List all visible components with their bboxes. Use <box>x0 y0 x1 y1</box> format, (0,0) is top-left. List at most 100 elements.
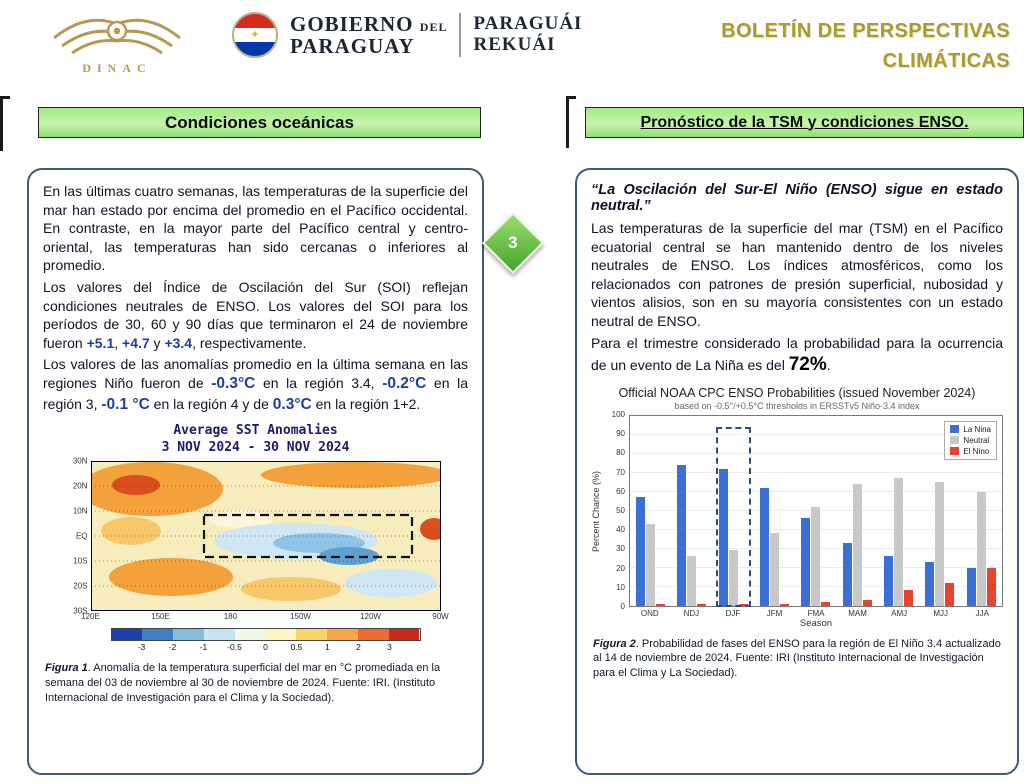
bulletin-title-line2: CLIMÁTICAS <box>882 50 1010 72</box>
text-segment: Los valores del Índice de Oscilación del… <box>43 279 468 351</box>
text-segment: , respectivamente. <box>192 334 307 351</box>
enso-quote: “La Oscilación del Sur-El Niño (ENSO) si… <box>591 182 1003 214</box>
legend-swatch-icon <box>950 447 960 456</box>
page-number-badge: 3 <box>481 211 545 275</box>
text-segment: . <box>826 357 831 374</box>
bar-neutral-mam <box>852 483 862 606</box>
text-segment: Los valores de las anomalías promedio en… <box>43 356 468 392</box>
bar-la-nina-fma <box>801 518 811 606</box>
colorbar-tick-label: -1 <box>199 641 208 652</box>
bar-la-nina-mam <box>842 542 852 606</box>
ocean-conditions-header: Condiciones oceánicas <box>38 107 481 138</box>
map-lon-axis: 120E 150E 180 150W 120W 90W <box>81 611 449 623</box>
ocean-paragraph-1: En las últimas cuatro semanas, las tempe… <box>43 183 468 274</box>
gridline <box>630 490 1002 492</box>
colorbar-tick-label: -3 <box>137 641 146 652</box>
y-tick-label: 50 <box>616 506 625 516</box>
map-lat-label: 10S <box>73 556 88 566</box>
bar-group-jja <box>961 416 1002 606</box>
legend-label: La Nina <box>963 424 991 434</box>
map-lon-label: 90W <box>432 611 449 621</box>
bar-la-nina-mjj <box>925 561 935 606</box>
legend-swatch-icon <box>950 436 960 445</box>
y-axis-ticks: 0 10 20 30 40 50 60 70 80 90 100 <box>605 410 629 611</box>
colorbar-tick-label: 1 <box>325 641 330 652</box>
bar-group-amj <box>878 416 919 606</box>
ocean-paragraph-3: Los valores de las anomalías promedio en… <box>43 355 468 415</box>
bar-la-nina-jfm <box>760 487 770 606</box>
colorbar-segment <box>173 628 204 640</box>
text-segment: y <box>149 334 165 351</box>
enso-paragraph-2: Para el trimestre considerado la probabi… <box>591 334 1003 378</box>
ocean-conditions-panel: En las últimas cuatro semanas, las tempe… <box>27 168 484 775</box>
map-lat-label: EQ <box>75 531 88 541</box>
y-tick-label: 0 <box>620 602 625 612</box>
map-lat-label: 30S <box>73 606 88 616</box>
x-tick-label: NDJ <box>683 608 700 618</box>
gridline <box>630 433 1002 435</box>
nino-region-box <box>202 513 413 558</box>
y-tick-label: 100 <box>611 410 625 420</box>
map-title-line2: 3 NOV 2024 - 30 NOV 2024 <box>161 439 350 455</box>
enso-paragraph-1: Las temperaturas de la superficie del ma… <box>591 220 1003 330</box>
map-lon-label: 180 <box>223 611 238 621</box>
decorative-bracket-left <box>0 96 10 151</box>
bar-neutral-mjj <box>935 482 945 606</box>
colorbar-segment <box>203 628 235 640</box>
x-tick-label: AMJ <box>891 608 908 618</box>
map-lon-label: 120E <box>81 611 100 621</box>
colorbar-tick-label: 0 <box>263 641 268 652</box>
map-lon-label: 150E <box>151 611 170 621</box>
figure-1-caption: Figura 1. Anomalía de la temperatura sup… <box>45 661 466 706</box>
gov-gobierno-label: GOBIERNO <box>290 11 414 36</box>
colorbar-segment <box>234 628 266 640</box>
x-tick-label: JFM <box>766 608 783 618</box>
figure-2-caption-text: . Probabilidad de fases del ENSO para la… <box>593 637 1001 680</box>
colorbar-segment <box>357 628 389 640</box>
map-colorbar-ticks: -3 -2 -1 -0.5 0 0.5 1 2 3 <box>111 641 421 653</box>
bar-group-mam <box>837 416 878 606</box>
gridline <box>630 471 1002 473</box>
bar-la-nina-djf <box>718 468 728 606</box>
bar-la-nina-ond <box>636 497 646 606</box>
colorbar-tick-label: 0.5 <box>290 641 303 652</box>
bar-el-nino-ond <box>656 603 666 606</box>
map-lon-label: 150W <box>290 611 311 621</box>
colorbar-segment <box>327 628 358 640</box>
y-tick-label: 90 <box>616 429 625 439</box>
dinac-wings-icon <box>53 18 181 55</box>
figure-1-label: Figura 1 <box>45 661 88 674</box>
colorbar-tick-label: 3 <box>387 641 392 652</box>
gov-paraguai-label: PARAGUÁI <box>473 13 583 35</box>
paraguay-flag-icon: ✦ <box>232 12 278 58</box>
y-tick-label: 10 <box>616 582 625 592</box>
bar-group-ndj <box>671 416 712 606</box>
tsm-forecast-header: Pronóstico de la TSM y condiciones ENSO. <box>585 107 1024 138</box>
sst-anomaly-map <box>90 460 441 611</box>
legend-swatch-icon <box>950 425 960 434</box>
figure-1: Average SST Anomalies 3 NOV 2024 - 30 NO… <box>65 423 449 653</box>
colorbar-segment <box>111 628 143 640</box>
figure-2-label: Figura 2 <box>593 637 636 650</box>
colorbar-tick-label: -2 <box>168 641 177 652</box>
y-tick-label: 40 <box>616 525 625 535</box>
gov-rekuai-label: REKUÁI <box>473 34 556 55</box>
bar-el-nino-ndj <box>697 603 707 606</box>
page-number: 3 <box>508 233 518 252</box>
bar-la-nina-amj <box>884 556 894 606</box>
text-segment: en la región 4 y de <box>149 395 273 412</box>
text-segment: , <box>114 334 123 351</box>
government-wordmark: GOBIERNO DEL PARAGUAY PARAGUÁI REKUÁI <box>290 13 582 57</box>
legend-item: La Nina <box>950 425 991 434</box>
colorbar-segment <box>388 628 420 640</box>
bar-la-nina-ndj <box>677 464 687 606</box>
anomaly-region-3: -0.2°C <box>382 375 427 393</box>
legend-label: Neutral <box>963 435 990 445</box>
gridline <box>630 452 1002 454</box>
soi-value-30d: +5.1 <box>86 334 115 351</box>
anomaly-region-3-4: -0.3°C <box>211 375 256 393</box>
dinac-label: DINAC <box>82 61 152 75</box>
tsm-forecast-title: Pronóstico de la TSM y condiciones ENSO. <box>640 113 969 131</box>
chart-subtitle: based on -0.5°/+0.5°C thresholds in ERSS… <box>674 400 920 411</box>
